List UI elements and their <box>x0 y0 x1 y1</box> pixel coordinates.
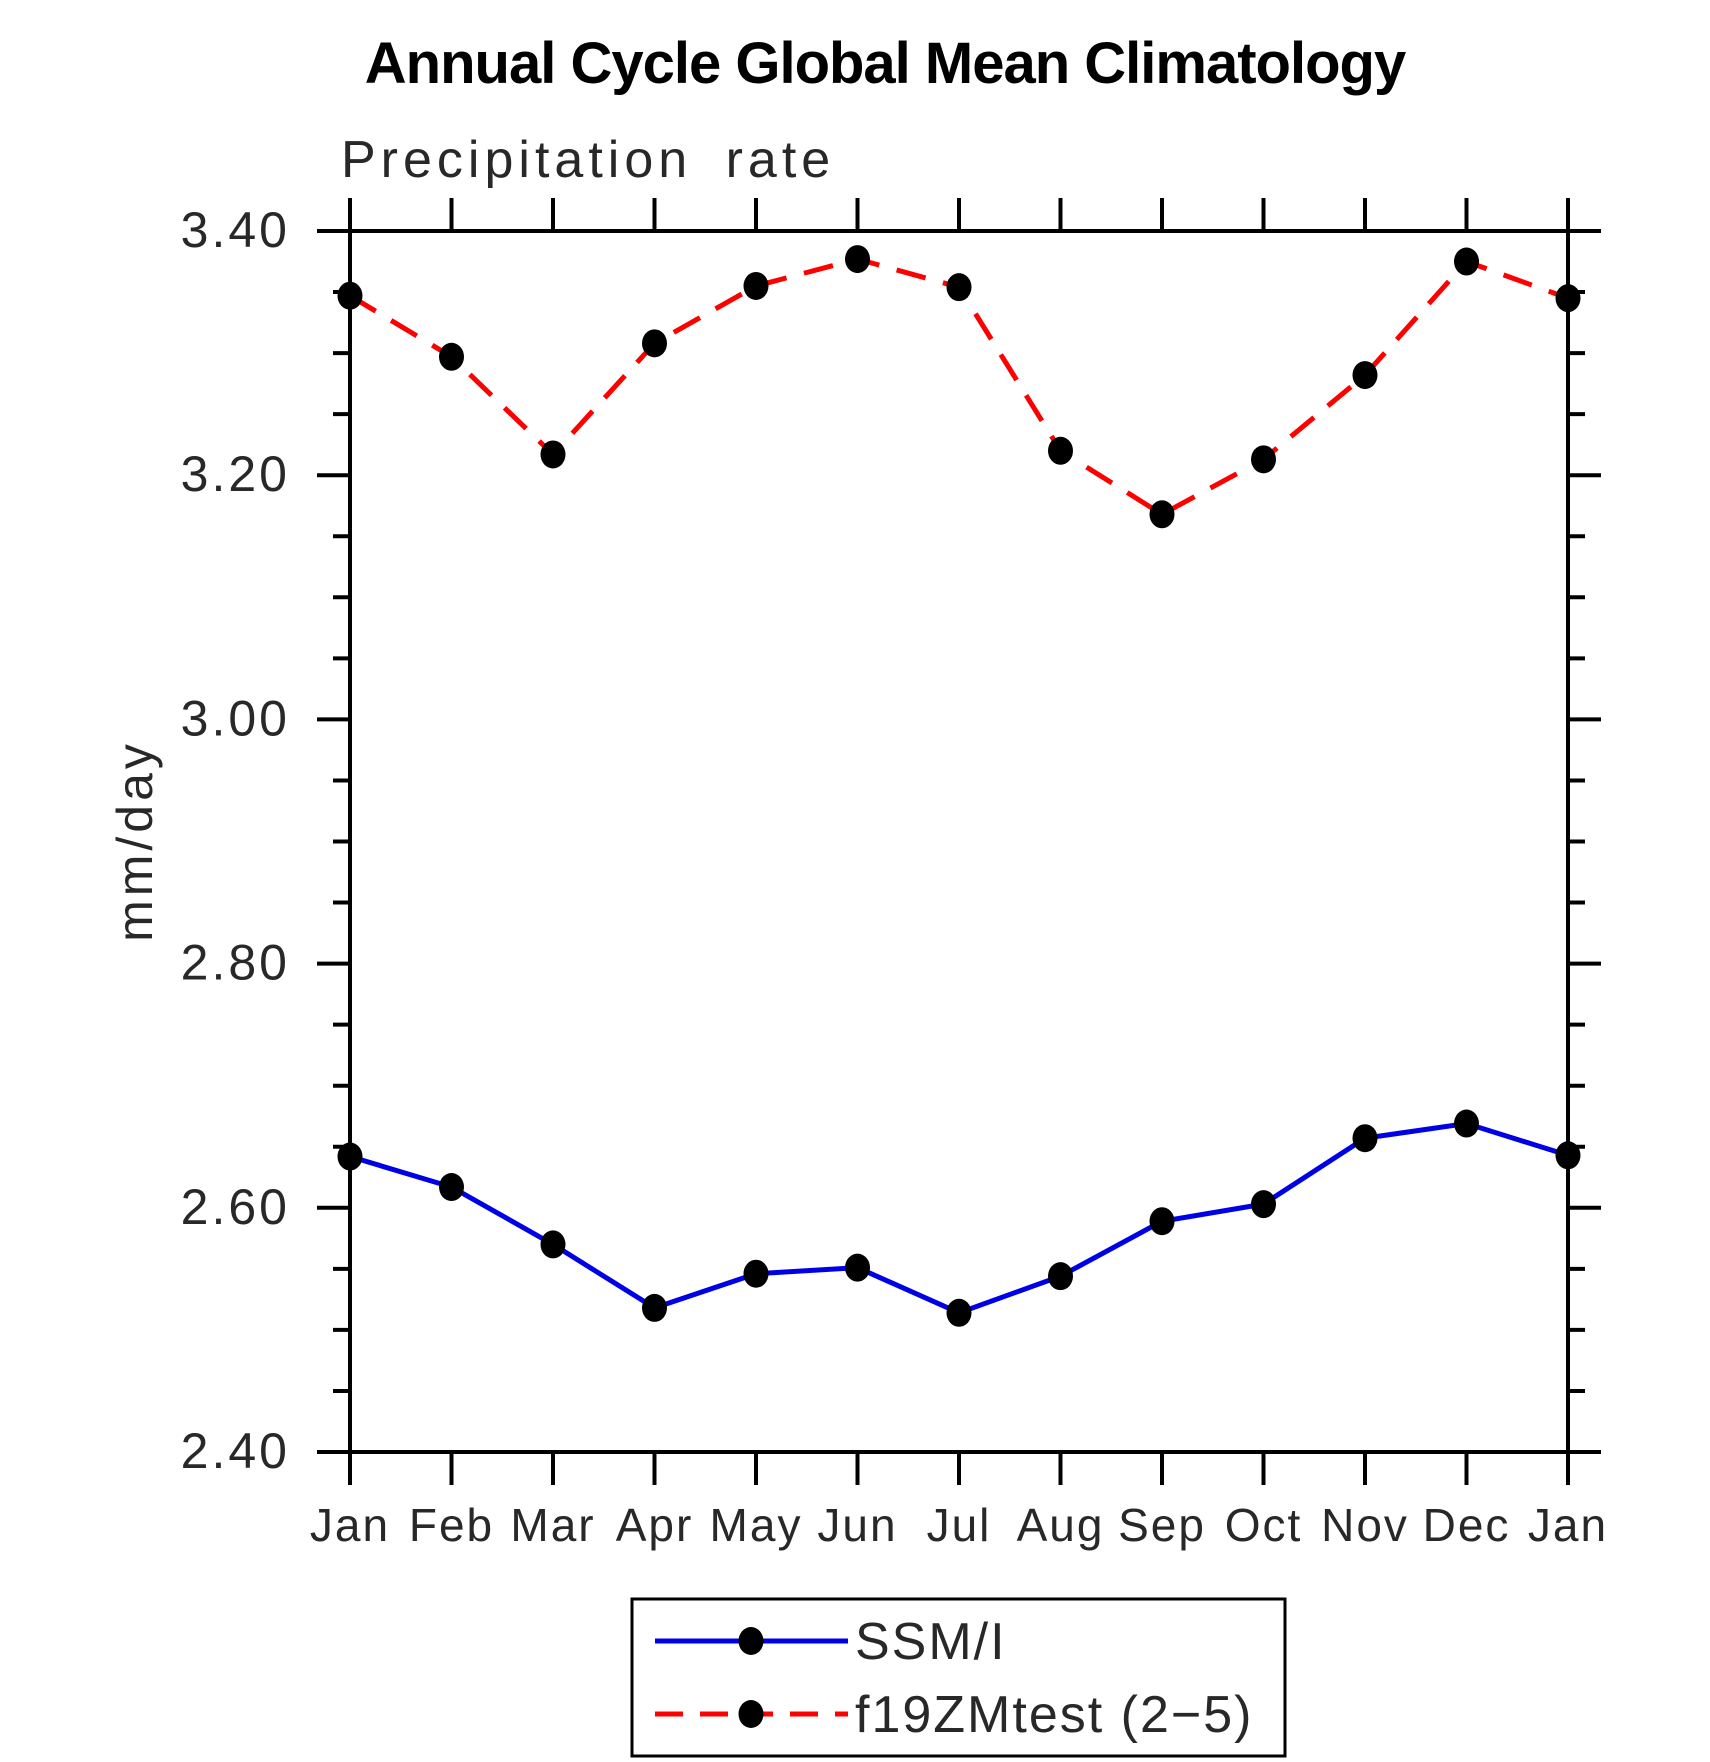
legend-box <box>630 1597 1287 1758</box>
y-tick-label: 3.40 <box>181 202 290 258</box>
data-point-marker <box>1352 361 1378 390</box>
x-tick-label: Jun <box>817 1499 897 1551</box>
data-point-marker <box>439 342 464 371</box>
chart-subtitle: Precipitation rate <box>341 131 836 189</box>
y-tick-label: 2.80 <box>181 935 290 991</box>
x-tick-label: Jul <box>927 1499 992 1551</box>
data-point-marker <box>1555 284 1581 313</box>
x-tick-label: Mar <box>510 1499 595 1551</box>
legend-label-0: SSM/I <box>855 1613 1007 1671</box>
data-point-marker <box>946 1298 972 1327</box>
data-point-marker <box>642 1293 667 1322</box>
x-tick-label: Feb <box>409 1499 494 1551</box>
data-point-marker <box>540 440 566 469</box>
y-tick-label: 3.20 <box>181 446 290 502</box>
data-point-marker <box>642 329 667 358</box>
chart-title: Annual Cycle Global Mean Climatology <box>364 31 1406 96</box>
data-point-marker <box>845 1253 870 1282</box>
x-tick-label: Dec <box>1423 1499 1511 1551</box>
data-point-marker <box>1048 436 1073 465</box>
data-point-marker <box>1352 1124 1378 1153</box>
y-axis-title: mm/day <box>107 740 163 942</box>
x-tick-label: Sep <box>1118 1499 1206 1551</box>
legend-label-1: f19ZMtest (2−5) <box>855 1686 1253 1744</box>
data-point-marker <box>743 1259 769 1288</box>
x-tick-label: Nov <box>1321 1499 1409 1551</box>
data-point-marker <box>1048 1262 1073 1291</box>
x-tick-label: Apr <box>616 1499 694 1551</box>
x-tick-label: Jan <box>310 1499 390 1551</box>
data-point-marker <box>1251 1190 1276 1219</box>
legend-marker-0 <box>738 1627 764 1655</box>
y-tick-label: 3.00 <box>181 690 290 746</box>
data-point-marker <box>1251 445 1276 474</box>
x-tick-label: Oct <box>1225 1499 1303 1551</box>
x-tick-label: Jan <box>1528 1499 1608 1551</box>
data-point-marker <box>1454 247 1479 276</box>
data-point-marker <box>1454 1109 1479 1138</box>
series-line-0 <box>349 1120 1569 1316</box>
data-point-marker <box>1555 1141 1581 1170</box>
y-tick-label: 2.60 <box>181 1179 290 1235</box>
legend-marker-1 <box>738 1700 764 1728</box>
data-point-marker <box>540 1230 566 1259</box>
data-point-marker <box>337 281 363 310</box>
data-point-marker <box>946 273 972 302</box>
data-point-marker <box>439 1173 464 1202</box>
x-tick-label: May <box>710 1499 803 1551</box>
data-point-marker <box>337 1142 363 1171</box>
data-point-marker <box>1149 1207 1175 1236</box>
x-tick-label: Aug <box>1017 1499 1105 1551</box>
data-point-marker <box>845 245 870 274</box>
y-tick-label: 2.40 <box>181 1423 290 1479</box>
data-point-marker <box>743 271 769 300</box>
data-point-marker <box>1149 500 1175 529</box>
